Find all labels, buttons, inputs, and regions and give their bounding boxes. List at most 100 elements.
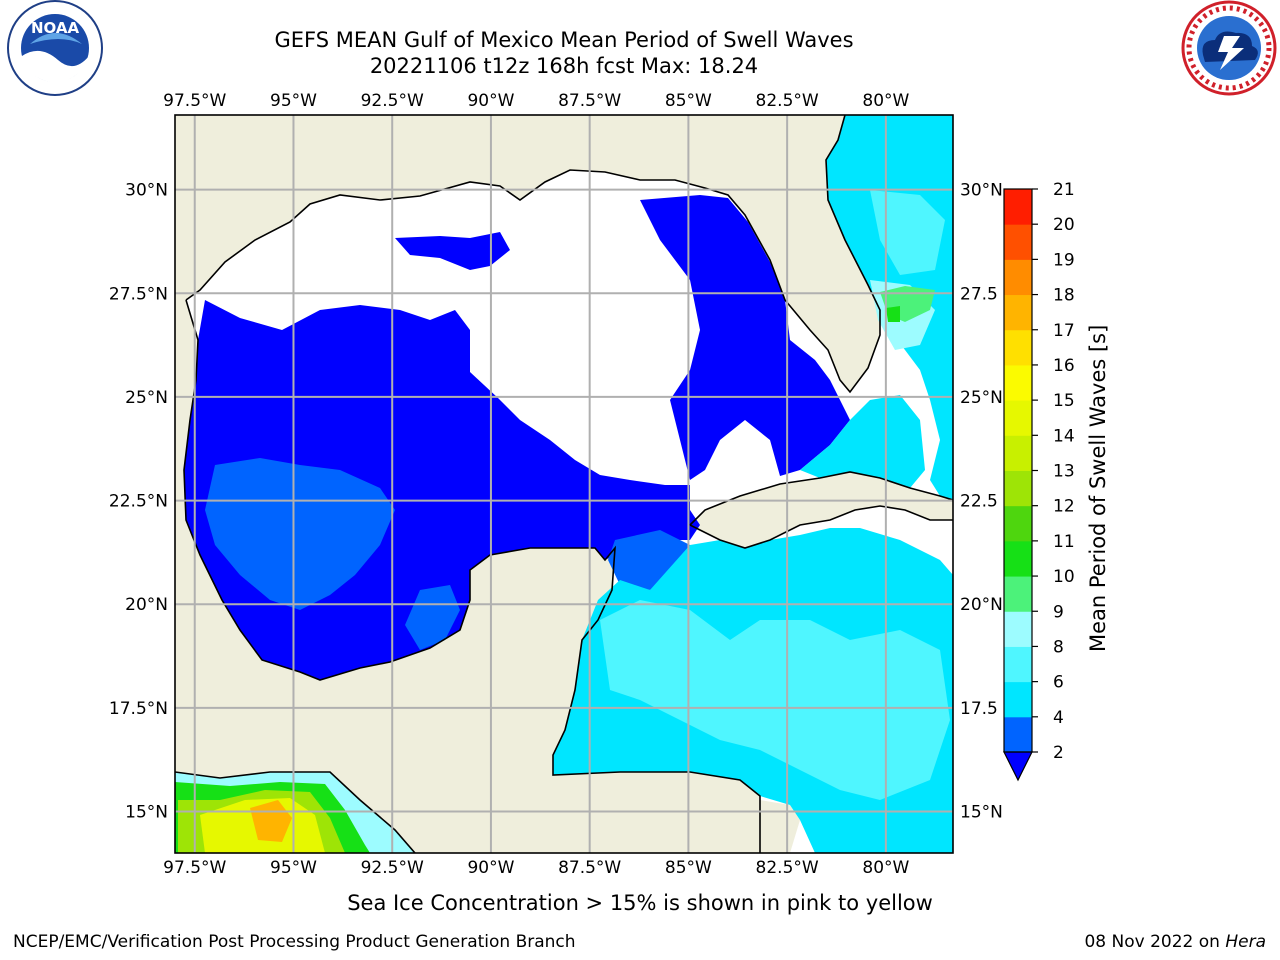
lat-label: 20°N — [960, 595, 1003, 615]
lon-label: 80°W — [862, 858, 909, 878]
lon-label: 90°W — [467, 858, 514, 878]
colorbar-tick-label: 16 — [1053, 356, 1075, 376]
lon-label: 97.5°W — [163, 91, 226, 111]
lon-label: 97.5°W — [163, 858, 226, 878]
colorbar-tick-label: 19 — [1053, 250, 1075, 270]
colorbar-tick-label: 11 — [1053, 532, 1075, 552]
colorbar-segment — [1004, 329, 1032, 366]
colorbar-tick-label: 18 — [1053, 286, 1075, 306]
swell-4-6s-straits — [800, 395, 925, 488]
colorbar-segment — [1004, 505, 1032, 542]
swell-under-2s-north — [395, 232, 510, 270]
colorbar-segment — [1004, 435, 1032, 471]
colorbar-tick-label: 21 — [1053, 180, 1075, 200]
colorbar-segment — [1004, 611, 1032, 647]
lon-label: 92.5°W — [361, 858, 424, 878]
noaa-logo-text: NOAA — [31, 19, 80, 37]
nws-logo — [1181, 0, 1277, 96]
footer-date: 08 Nov 2022 on Hera — [1084, 932, 1266, 952]
colorbar-segment — [1004, 364, 1032, 401]
swell-2-4s-b — [405, 585, 460, 650]
ice-note: Sea Ice Concentration > 15% is shown in … — [347, 891, 933, 915]
coastline-pacific — [175, 771, 416, 853]
swell-10-11s — [886, 306, 900, 322]
swell-6-8s-b — [870, 190, 945, 275]
lon-label: 87.5°W — [558, 858, 621, 878]
colorbar: 2 4 6 8 9 10 11 12 13 14 15 16 17 18 19 20 21 — [1003, 180, 1075, 782]
colorbar-segment — [1004, 681, 1032, 718]
lat-label: 27.5°N — [109, 284, 168, 304]
footer-host: Hera — [1225, 932, 1266, 952]
lat-label: 15°N — [960, 803, 1003, 823]
lat-labels-right: 30°N 27.5 25°N 22.5 20°N 17.5 15°N — [960, 181, 1003, 823]
lat-label: 20°N — [125, 595, 168, 615]
lat-label: 17.5°N — [109, 699, 168, 719]
lon-label: 82.5°W — [756, 91, 819, 111]
colorbar-tick-label: 9 — [1053, 602, 1064, 622]
lat-label: 25°N — [125, 388, 168, 408]
coastline-cuba — [689, 471, 953, 549]
chart-title: GEFS MEAN Gulf of Mexico Mean Period of … — [274, 28, 854, 52]
colorbar-segment — [1004, 259, 1032, 296]
lon-labels-bottom: 97.5°W 95°W 92.5°W 90°W 87.5°W 85°W 82.5°W 80°W — [163, 858, 909, 878]
map-frame — [174, 114, 954, 854]
lon-label: 95°W — [270, 91, 317, 111]
land-us — [175, 115, 880, 392]
noaa-logo: NOAA — [7, 0, 103, 96]
colorbar-segment — [1004, 646, 1032, 683]
chart-subtitle: 20221106 t12z 168h fcst Max: 18.24 — [369, 54, 759, 78]
colorbar-tick-label: 12 — [1053, 497, 1075, 517]
lon-label: 85°W — [665, 91, 712, 111]
colorbar-segment — [1004, 470, 1032, 507]
lon-label: 95°W — [270, 858, 317, 878]
colorbar-segment — [1004, 716, 1032, 753]
land-cuba — [690, 472, 953, 548]
colorbar-tick-label: 15 — [1053, 391, 1075, 411]
swell-under-2s-east — [640, 195, 850, 480]
land-mexico — [175, 300, 760, 853]
lon-label: 80°W — [862, 91, 909, 111]
lon-label: 92.5°W — [361, 91, 424, 111]
colorbar-tick-label: 13 — [1053, 462, 1075, 482]
lon-labels-top: 97.5°W 95°W 92.5°W 90°W 87.5°W 85°W 82.5°W 80°W — [163, 91, 909, 111]
colorbar-segment — [1004, 576, 1032, 612]
coastline-mexico — [183, 299, 761, 853]
lat-label: 17.5 — [960, 699, 998, 719]
map-area — [175, 115, 953, 853]
colorbar-segment — [1004, 224, 1032, 260]
colorbar-tick-label: 8 — [1053, 637, 1064, 657]
colorbar-tick-label: 10 — [1053, 567, 1075, 587]
footer-organization: NCEP/EMC/Verification Post Processing Pr… — [13, 932, 576, 952]
colorbar-segment — [1004, 540, 1032, 577]
lon-label: 90°W — [467, 91, 514, 111]
colorbar-label: Mean Period of Swell Waves [s] — [1086, 325, 1110, 652]
lat-label: 30°N — [125, 181, 168, 201]
lon-label: 87.5°W — [558, 91, 621, 111]
colorbar-segment — [1004, 189, 1032, 225]
coastline-us — [185, 115, 881, 394]
lat-label: 25°N — [960, 388, 1003, 408]
colorbar-tick-label: 14 — [1053, 426, 1075, 446]
colorbar-segment — [1004, 400, 1032, 436]
lat-label: 22.5°N — [109, 492, 168, 512]
colorbar-tick-label: 4 — [1053, 708, 1064, 728]
graticule — [175, 115, 953, 853]
colorbar-under-arrow — [1003, 751, 1033, 782]
lat-label: 15°N — [125, 803, 168, 823]
swell-2-4s — [205, 458, 395, 610]
lon-label: 82.5°W — [756, 858, 819, 878]
lat-labels-left: 30°N 27.5°N 25°N 22.5°N 20°N 17.5°N 15°N — [109, 181, 168, 823]
colorbar-tick-label: 6 — [1053, 673, 1064, 693]
lon-label: 85°W — [665, 858, 712, 878]
lat-label: 27.5 — [960, 284, 998, 304]
colorbar-tick-label: 20 — [1053, 215, 1075, 235]
footer-date-text: 08 Nov 2022 on — [1084, 932, 1226, 952]
land-central-america — [760, 800, 800, 853]
colorbar-tick-label: 2 — [1053, 743, 1064, 763]
lat-label: 30°N — [960, 181, 1003, 201]
lat-label: 22.5 — [960, 492, 998, 512]
colorbar-tick-label: 17 — [1053, 321, 1075, 341]
colorbar-segment — [1004, 294, 1032, 331]
swell-pacific-orange — [250, 800, 292, 842]
